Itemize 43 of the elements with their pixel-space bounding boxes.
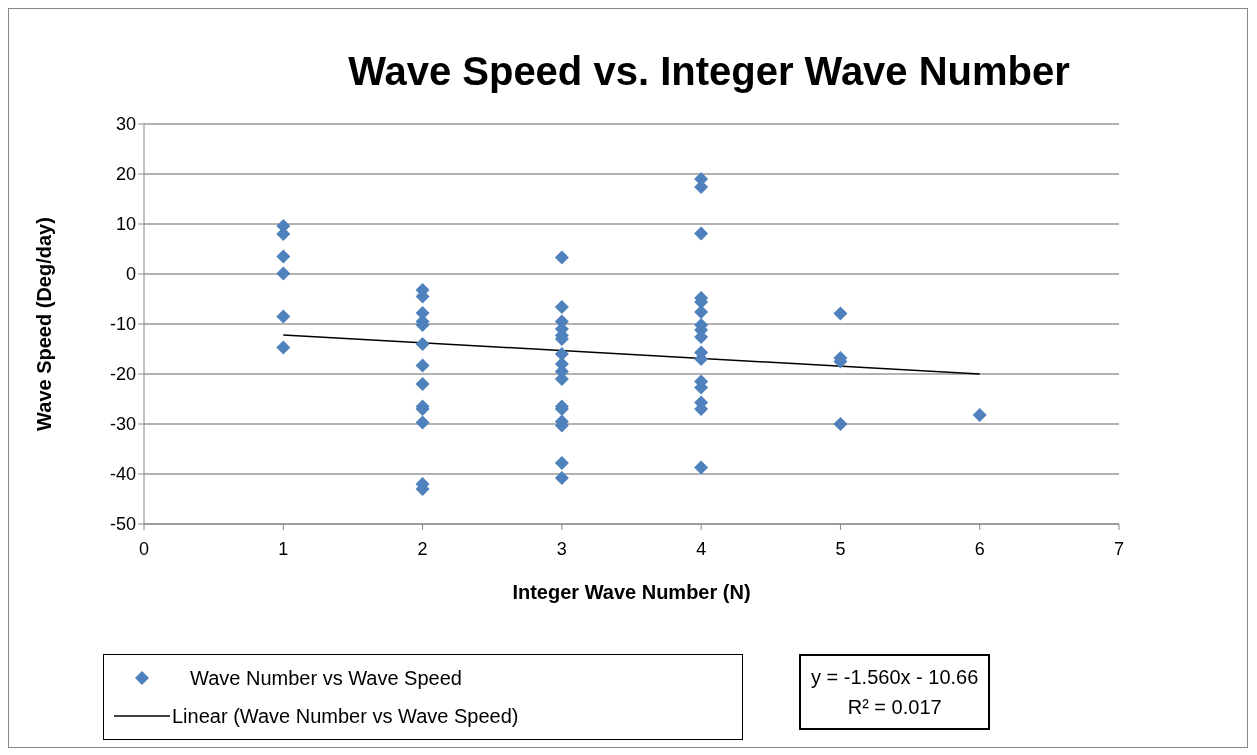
x-tick-label: 6 [974,538,985,559]
point [972,408,987,422]
point [415,377,430,391]
point [276,309,291,324]
point [276,340,291,355]
chart-title: Wave Speed vs. Integer Wave Number [347,49,1071,94]
y-tick-label: 30 [115,114,136,135]
x-tick-label: 5 [835,538,846,559]
y-tick-label: 20 [115,164,136,185]
text: R² = 0.017 [846,695,943,720]
point [554,347,569,361]
x-tick-label: 0 [138,538,150,559]
point [276,249,291,264]
y-tick-label: -20 [109,364,136,385]
x-tick-label: 4 [696,538,707,559]
x-tick-label: 3 [556,538,567,559]
point [833,417,848,431]
legend-label: Wave Number vs Wave Speed [190,666,462,690]
y-tick-label: -10 [109,314,136,335]
y-tick-label: -50 [109,514,136,535]
point [833,306,848,321]
x-tick-label: 2 [417,538,428,559]
point [276,266,291,281]
point [554,250,569,265]
point [554,300,569,314]
text: y = -1.560x - 10.66 [811,665,979,690]
point [694,305,709,319]
x-tick-label: 1 [278,538,289,559]
point [415,337,430,351]
point [694,226,709,241]
point [415,415,430,430]
point [554,471,569,485]
x-tick-label: 7 [1113,538,1125,559]
y-tick-label: -30 [109,414,136,435]
point [415,358,430,373]
point [694,460,709,475]
point [554,456,569,470]
y-tick-label: 0 [125,264,136,285]
y-tick-label: 10 [115,214,136,235]
y-axis-title: Wave Speed (Deg/day) [33,217,56,431]
x-axis-title: Integer Wave Number (N) [512,581,751,603]
legend-label: Linear (Wave Number vs Wave Speed) [172,704,519,728]
y-tick-label: -40 [109,464,136,485]
